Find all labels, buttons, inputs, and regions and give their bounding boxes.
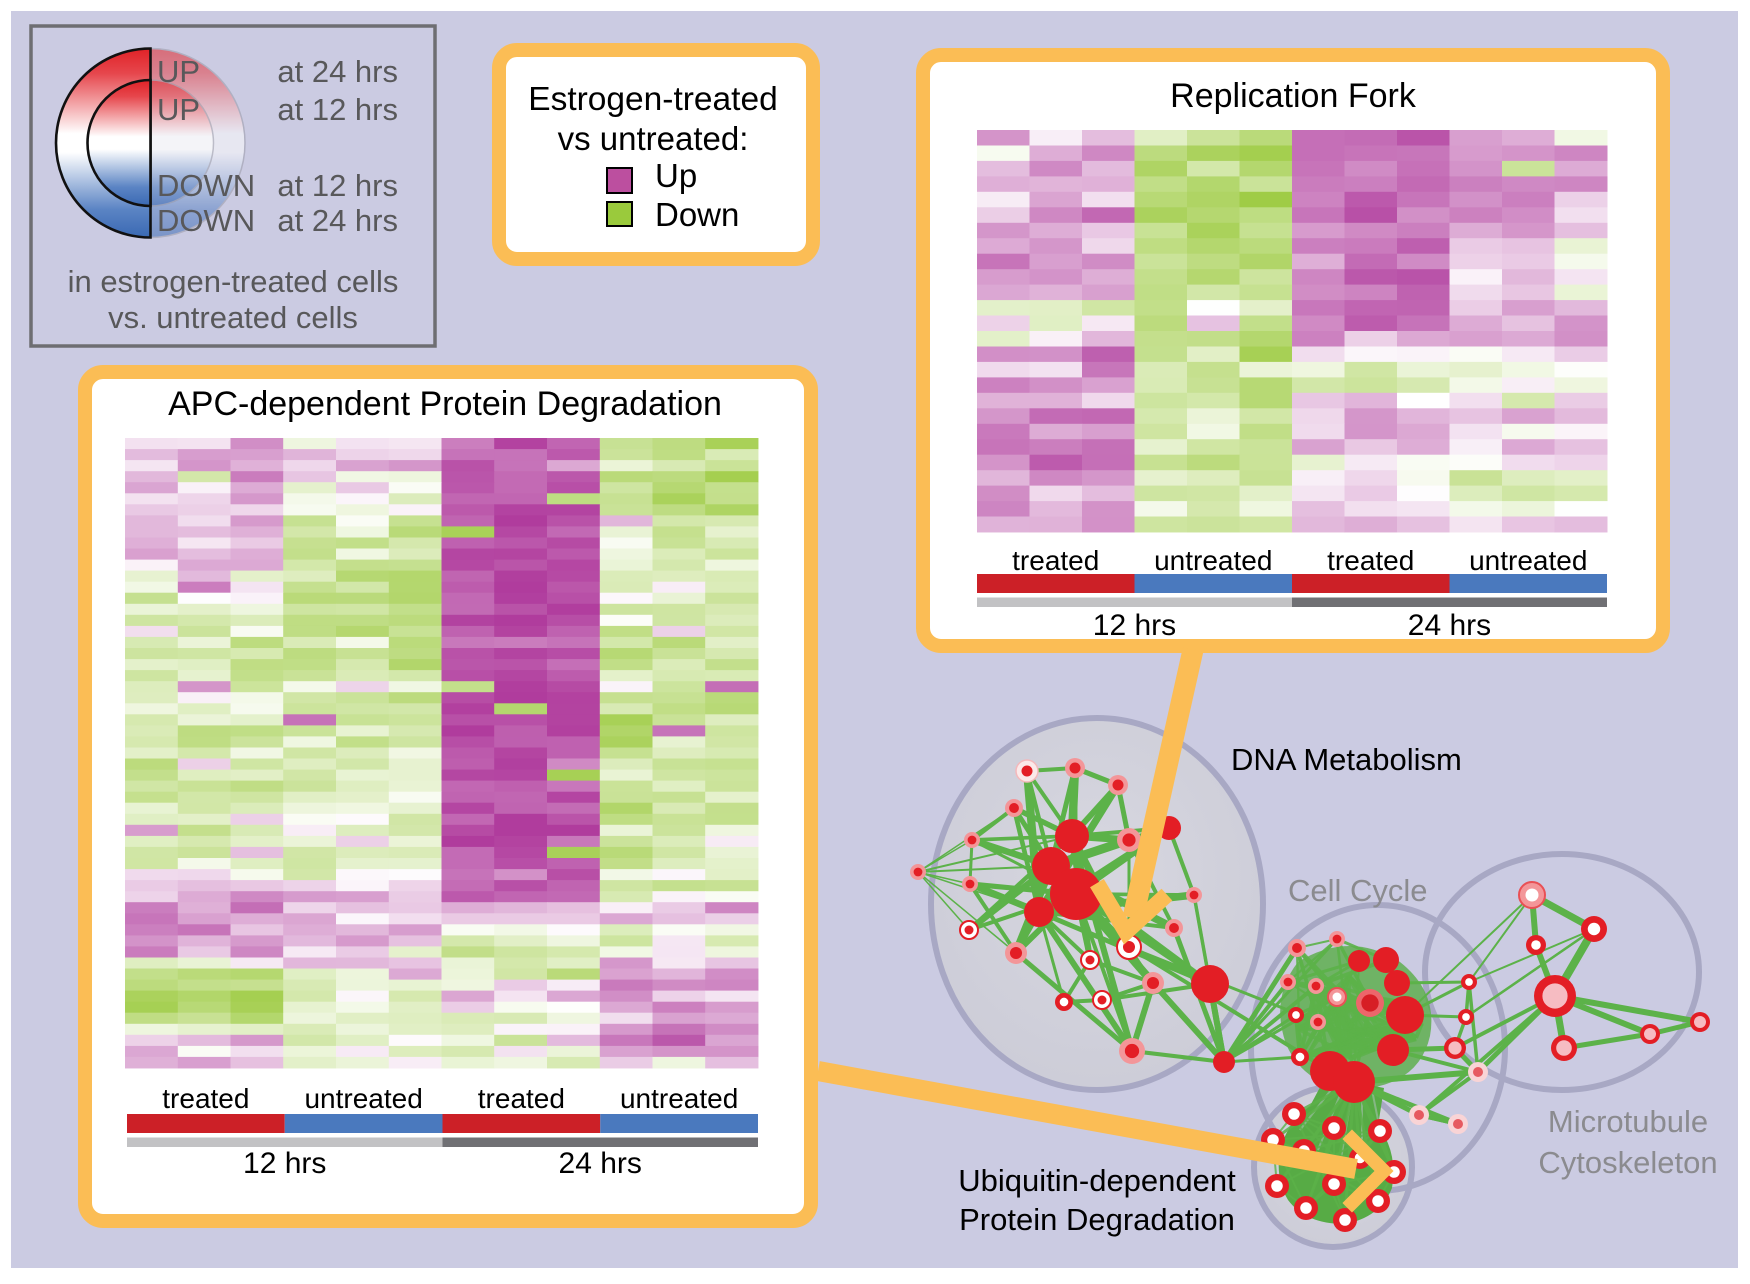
svg-text:Estrogen-treated: Estrogen-treated — [528, 81, 778, 118]
svg-text:DOWN: DOWN — [157, 168, 255, 203]
svg-text:Cell Cycle: Cell Cycle — [1288, 873, 1428, 908]
svg-text:at 12 hrs: at 12 hrs — [277, 168, 398, 203]
svg-text:untreated: untreated — [620, 1083, 738, 1114]
svg-text:Replication Fork: Replication Fork — [1170, 77, 1417, 115]
svg-text:12 hrs: 12 hrs — [243, 1147, 326, 1180]
svg-text:treated: treated — [162, 1083, 249, 1114]
svg-text:at 12 hrs: at 12 hrs — [277, 92, 398, 127]
svg-text:24 hrs: 24 hrs — [1408, 609, 1491, 642]
svg-text:treated: treated — [1327, 545, 1414, 576]
svg-text:treated: treated — [478, 1083, 565, 1114]
svg-text:Ubiquitin-dependent: Ubiquitin-dependent — [958, 1163, 1236, 1198]
svg-text:Protein Degradation: Protein Degradation — [959, 1202, 1235, 1237]
svg-text:untreated: untreated — [304, 1083, 422, 1114]
svg-text:DOWN: DOWN — [157, 203, 255, 238]
svg-text:treated: treated — [1012, 545, 1099, 576]
svg-text:UP: UP — [157, 92, 200, 127]
svg-text:vs. untreated cells: vs. untreated cells — [108, 300, 358, 335]
svg-text:at 24 hrs: at 24 hrs — [277, 203, 398, 238]
svg-text:in estrogen-treated cells: in estrogen-treated cells — [68, 264, 399, 299]
svg-text:vs untreated:: vs untreated: — [558, 120, 749, 157]
svg-text:Cytoskeleton: Cytoskeleton — [1538, 1145, 1717, 1180]
svg-text:UP: UP — [157, 54, 200, 89]
svg-text:at 24 hrs: at 24 hrs — [277, 54, 398, 89]
svg-text:APC-dependent Protein Degradat: APC-dependent Protein Degradation — [168, 385, 722, 423]
svg-text:24 hrs: 24 hrs — [559, 1147, 642, 1180]
svg-text:Microtubule: Microtubule — [1548, 1104, 1708, 1139]
svg-text:untreated: untreated — [1469, 545, 1587, 576]
svg-text:12 hrs: 12 hrs — [1093, 609, 1176, 642]
svg-text:DNA Metabolism: DNA Metabolism — [1231, 742, 1462, 777]
svg-text:untreated: untreated — [1154, 545, 1272, 576]
svg-text:Down: Down — [655, 196, 739, 233]
svg-text:Up: Up — [655, 157, 697, 194]
